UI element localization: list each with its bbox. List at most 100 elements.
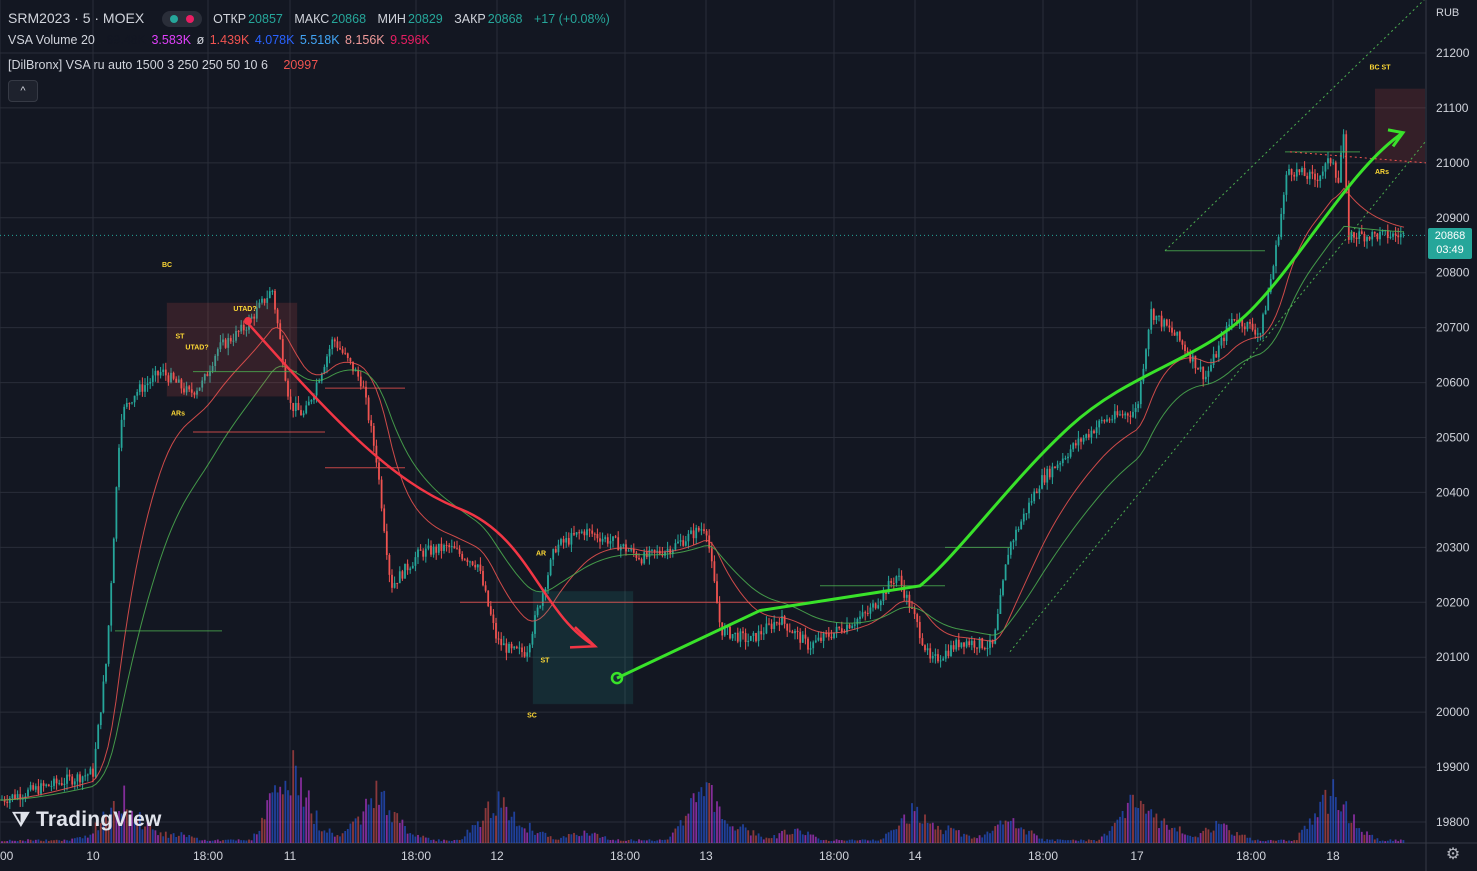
candle-body bbox=[1241, 318, 1244, 327]
candle-body bbox=[757, 631, 760, 642]
collapse-legend-button[interactable]: ^ bbox=[8, 80, 38, 102]
symbol-title[interactable]: SRM2023 · 5 · MOEX bbox=[8, 10, 145, 26]
candle-body bbox=[796, 631, 799, 633]
volume-bar bbox=[1085, 841, 1088, 843]
candle-body bbox=[492, 614, 495, 623]
volume-bar bbox=[560, 837, 562, 843]
candle-body bbox=[487, 590, 490, 607]
volume-bar bbox=[755, 835, 757, 843]
volume-bar bbox=[557, 839, 560, 843]
volume-bar bbox=[999, 820, 1002, 843]
volume-bar bbox=[599, 837, 601, 843]
volume-bar bbox=[820, 840, 822, 843]
volume-bar bbox=[729, 826, 731, 843]
volume-bar bbox=[1129, 794, 1132, 843]
indicator-name[interactable]: [DilBronx] VSA ru auto 1500 3 250 250 50… bbox=[8, 58, 268, 72]
candle-body bbox=[1243, 326, 1246, 330]
candle-body bbox=[232, 340, 235, 342]
volume-bar bbox=[1256, 839, 1259, 843]
candle-body bbox=[8, 798, 11, 803]
candles bbox=[1, 129, 1405, 810]
volume-bar bbox=[94, 822, 97, 843]
status-pill[interactable] bbox=[161, 10, 202, 27]
candle-body bbox=[385, 531, 388, 556]
volume-bar bbox=[505, 806, 508, 843]
volume-bar bbox=[375, 780, 378, 843]
price-axis-label: 20400 bbox=[1436, 485, 1470, 499]
volume-bar bbox=[1246, 837, 1249, 843]
volume-bar bbox=[1126, 802, 1129, 843]
price-axis-label: 20300 bbox=[1436, 540, 1470, 554]
volume-bar bbox=[716, 801, 718, 843]
candle-body bbox=[617, 537, 620, 551]
tradingview-logo[interactable]: ⧩ TradingView bbox=[12, 808, 162, 832]
candle-body bbox=[32, 785, 35, 790]
volume-bar bbox=[781, 830, 783, 843]
candle-body bbox=[1269, 279, 1272, 293]
volume-bar bbox=[791, 833, 794, 843]
candle-body bbox=[1178, 331, 1181, 341]
volume-bar bbox=[14, 840, 16, 843]
candle-body bbox=[1022, 513, 1025, 522]
volume-bar bbox=[1022, 829, 1025, 843]
volume-bar bbox=[409, 833, 412, 843]
volume-bar bbox=[185, 837, 188, 843]
volume-bar bbox=[133, 821, 136, 843]
volume-bar bbox=[1113, 822, 1116, 843]
volume-bar bbox=[406, 833, 409, 843]
candle-body bbox=[1321, 171, 1324, 176]
volume-bar bbox=[469, 832, 471, 843]
candle-body bbox=[593, 533, 596, 535]
vsa-indicator-legend[interactable]: [DilBronx] VSA ru auto 1500 3 250 250 50… bbox=[8, 58, 320, 72]
candle-body bbox=[515, 646, 518, 649]
candle-body bbox=[1308, 171, 1311, 179]
volume-bar bbox=[1285, 841, 1288, 843]
volume-bar bbox=[320, 831, 323, 843]
volume-bar bbox=[1160, 820, 1163, 843]
ohlc-close-label: ЗАКР bbox=[454, 12, 486, 26]
volume-bar bbox=[1054, 841, 1056, 843]
candle-body bbox=[1080, 438, 1082, 442]
volume-bar bbox=[183, 834, 185, 843]
volume-bar bbox=[263, 819, 266, 843]
volume-bar bbox=[1342, 804, 1345, 843]
candle-body bbox=[573, 533, 575, 535]
candle-body bbox=[627, 550, 630, 552]
ohlc-high-value: 20868 bbox=[331, 12, 367, 26]
candle-body bbox=[1277, 237, 1280, 246]
candle-body bbox=[570, 533, 573, 545]
candle-body bbox=[874, 603, 877, 609]
gear-icon[interactable]: ⚙ bbox=[1445, 846, 1461, 863]
candle-body bbox=[336, 341, 339, 348]
volume-bar bbox=[1116, 819, 1119, 843]
symbol-legend: SRM2023 · 5 · MOEX ОТКР 20857 МАКС 20868 М… bbox=[8, 10, 612, 28]
volume-bar bbox=[266, 800, 269, 843]
volume-indicator-legend[interactable]: VSA Volume 20 69.48K 3.583K ø 1.439K 4.0… bbox=[8, 33, 432, 47]
volume-bar bbox=[180, 832, 183, 843]
candle-body bbox=[164, 369, 167, 376]
volume-bar bbox=[440, 841, 443, 843]
price-axis-label: 21000 bbox=[1436, 156, 1470, 170]
red-trend-arrow bbox=[245, 320, 596, 648]
annotation-label: ST bbox=[176, 334, 186, 341]
candle-body bbox=[357, 369, 360, 377]
volume-bar bbox=[981, 837, 984, 843]
candle-body bbox=[872, 603, 874, 608]
candle-body bbox=[1015, 529, 1017, 541]
candle-body bbox=[612, 536, 614, 542]
volume-bar bbox=[1004, 820, 1007, 843]
candle-body bbox=[679, 540, 682, 542]
volume-bar bbox=[346, 828, 349, 843]
candle-body bbox=[1103, 420, 1106, 422]
volume-bar bbox=[1124, 818, 1127, 843]
volume-bar bbox=[734, 830, 737, 843]
volume-bar bbox=[209, 840, 211, 843]
candle-body bbox=[326, 356, 328, 367]
indicator-name[interactable]: VSA Volume 20 bbox=[8, 33, 95, 47]
candle-body bbox=[833, 632, 835, 639]
candle-body bbox=[747, 640, 750, 643]
currency-label[interactable]: RUB bbox=[1436, 7, 1460, 19]
volume-bar bbox=[102, 811, 105, 843]
candle-body bbox=[898, 575, 900, 577]
